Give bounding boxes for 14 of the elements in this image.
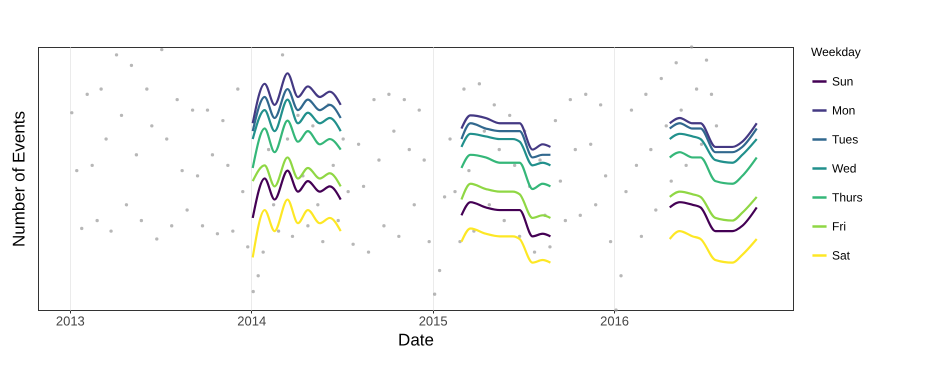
legend-label: Sun	[832, 74, 854, 88]
y-axis-title: Number of Events	[10, 110, 28, 248]
x-tick-label: 2015	[418, 314, 448, 328]
legend-label: Thurs	[832, 190, 863, 204]
legend-label: Fri	[832, 220, 846, 234]
x-tick-label: 2013	[56, 314, 85, 328]
x-axis-title: Date	[398, 330, 434, 350]
legend-label: Wed	[832, 162, 856, 176]
x-tick-label: 2016	[600, 314, 630, 328]
legend-label: Sat	[832, 248, 851, 262]
legend-label: Mon	[832, 104, 856, 118]
legend-title: Weekday	[811, 45, 861, 59]
legend-label: Tues	[832, 132, 858, 146]
x-tick-label: 2014	[237, 314, 266, 328]
